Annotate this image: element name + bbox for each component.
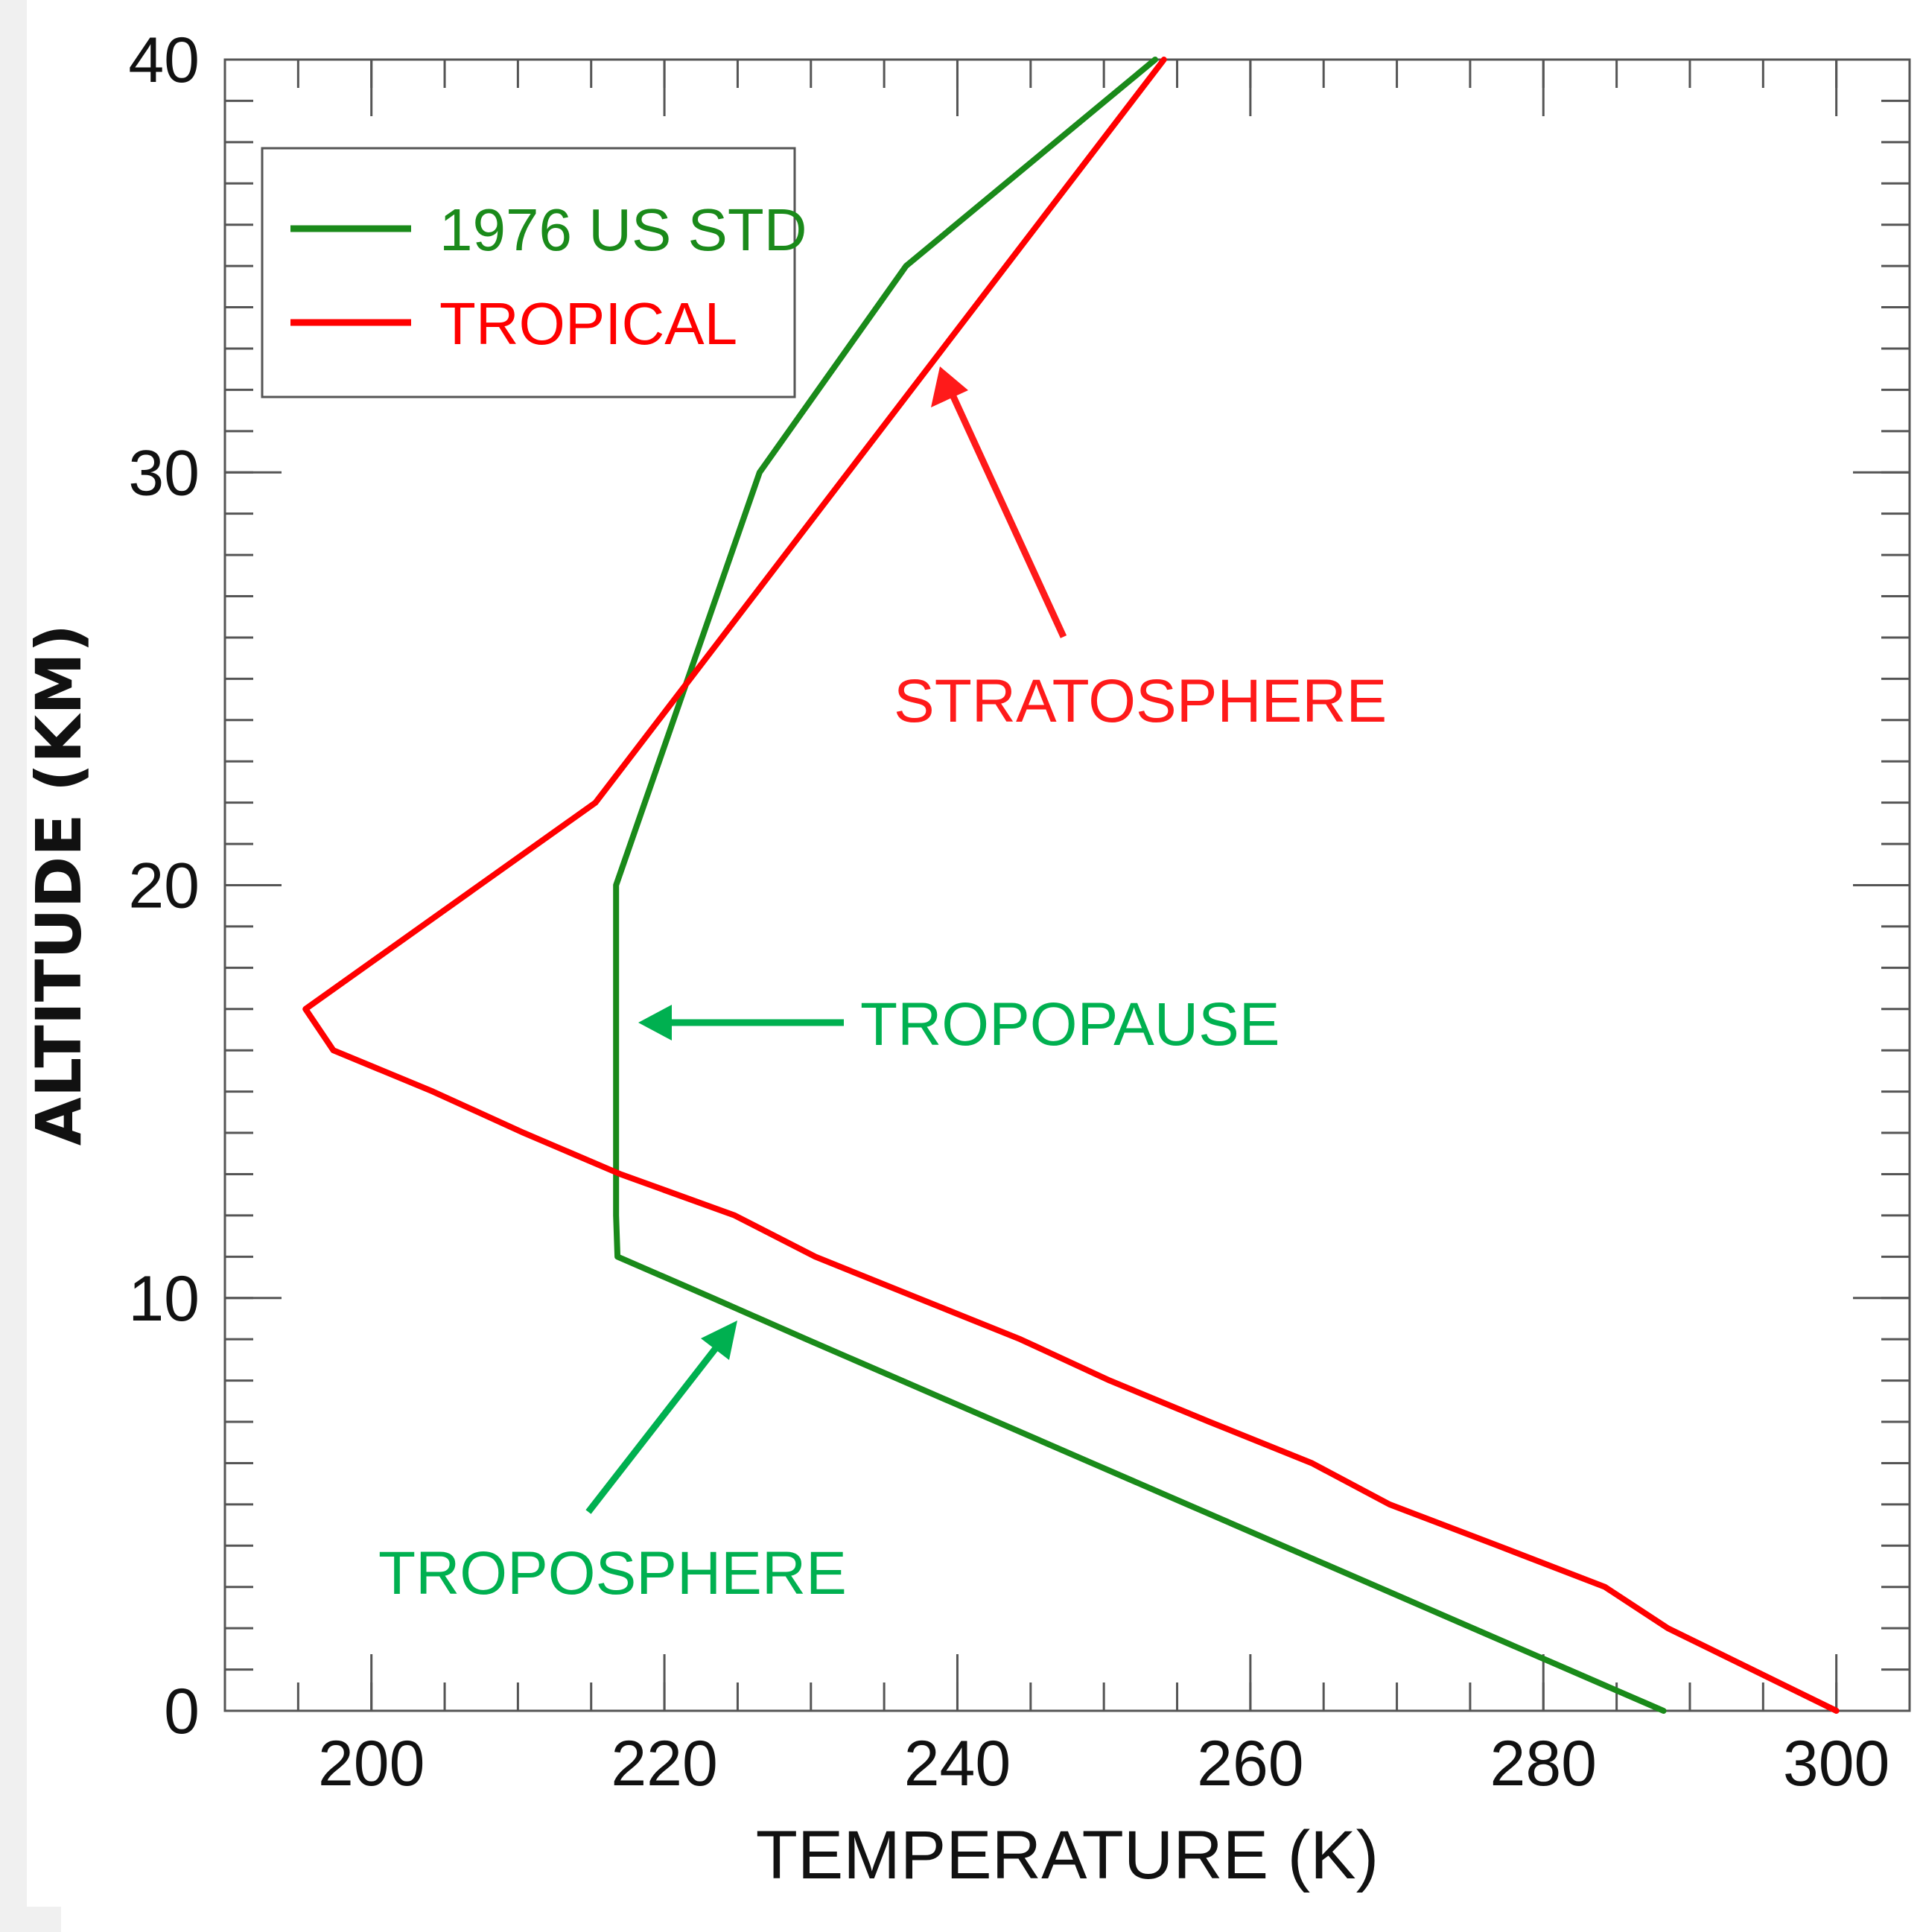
series-line-us-std (613, 57, 1667, 1714)
annotation-tropopause: TROPOPAUSE (638, 991, 1280, 1058)
annotation-troposphere: TROPOSPHERE (378, 1321, 847, 1607)
tropopause-label: TROPOPAUSE (860, 991, 1280, 1058)
major-ticks (225, 58, 1910, 1712)
troposphere-arrow-head (701, 1321, 737, 1360)
x-tick-label: 280 (1490, 1728, 1598, 1799)
x-tick-label: 260 (1197, 1728, 1304, 1799)
legend-label-us-std: 1976 US STD (439, 197, 807, 263)
y-axis-title: ALTITUDE (KM) (22, 624, 95, 1146)
x-tick-labels: 200 220 240 260 280 300 (318, 1728, 1889, 1799)
legend: 1976 US STD TROPICAL (261, 147, 807, 398)
y-tick-label: 20 (128, 851, 200, 922)
legend-label-tropical: TROPICAL (439, 290, 737, 357)
y-tick-label: 40 (128, 25, 200, 96)
troposphere-arrow (585, 1342, 722, 1514)
legend-box (261, 147, 796, 398)
series-layer (302, 57, 1840, 1714)
x-tick-label: 300 (1783, 1728, 1890, 1799)
annotation-stratosphere: STRATOSPHERE (894, 366, 1387, 735)
x-tick-label: 200 (318, 1728, 425, 1799)
y-tick-label: 0 (164, 1676, 200, 1747)
tropopause-arrow-head (638, 1005, 672, 1040)
x-tick-label: 240 (904, 1728, 1011, 1799)
stratosphere-arrow-head (931, 366, 968, 407)
series-line-tropical (302, 57, 1840, 1714)
y-tick-label: 30 (128, 437, 200, 509)
troposphere-label: TROPOSPHERE (378, 1539, 847, 1607)
x-tick-label: 220 (611, 1728, 718, 1799)
stratosphere-label: STRATOSPHERE (894, 667, 1387, 735)
stratosphere-arrow (948, 392, 1067, 638)
y-tick-labels: 0 10 20 30 40 (128, 25, 200, 1747)
y-tick-label: 10 (128, 1263, 200, 1335)
x-axis-title: TEMPERATURE (K) (756, 1817, 1379, 1893)
